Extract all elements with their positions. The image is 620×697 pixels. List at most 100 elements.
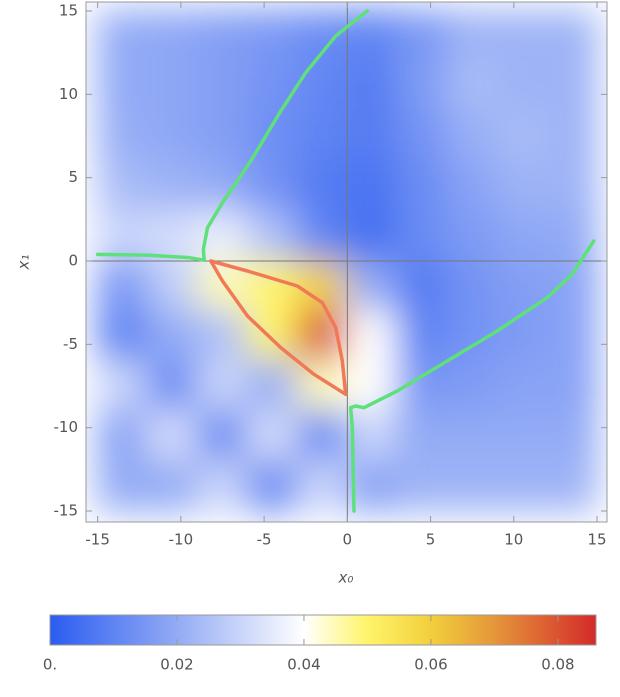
x-tick-label: -10 <box>169 531 194 549</box>
heat-cell <box>546 360 599 412</box>
heat-cell <box>296 460 349 512</box>
heat-cell <box>396 110 449 162</box>
heat-cell <box>446 410 499 462</box>
curve <box>201 9 370 262</box>
heat-cell <box>346 160 399 212</box>
heat-cell <box>546 310 599 362</box>
colorbar <box>49 614 597 646</box>
plot-frame <box>85 1 608 523</box>
y-tick-label: -10 <box>54 418 79 436</box>
y-tick-label: -15 <box>54 502 79 520</box>
heat-cell <box>396 460 449 512</box>
colorbar-tick-label: 0.02 <box>160 656 193 674</box>
colorbar-tick-label: 0. <box>43 656 57 674</box>
colorbar-tick-label: 0.04 <box>287 656 320 674</box>
y-axis-label: x₁ <box>15 255 33 271</box>
heat-cell <box>496 410 549 462</box>
heat-cell <box>246 460 299 512</box>
heat-cell <box>146 310 199 362</box>
heat-cell <box>96 60 149 112</box>
heat-cell <box>396 160 449 212</box>
x-tick-label: -15 <box>85 531 110 549</box>
heat-cell <box>96 310 149 362</box>
x-tick-label: 5 <box>426 531 436 549</box>
heat-cell <box>396 410 449 462</box>
heat-cell <box>346 310 399 362</box>
heat-cell <box>96 10 149 62</box>
heat-cell <box>496 160 549 212</box>
colorbar-tick-label: 0.06 <box>414 656 447 674</box>
heat-cell <box>496 360 549 412</box>
heat-cell <box>346 110 399 162</box>
heat-cell <box>396 10 449 62</box>
heat-cell <box>446 460 499 512</box>
heatmap <box>96 10 599 512</box>
heat-cell <box>296 210 349 262</box>
heat-cell <box>196 410 249 462</box>
heat-cell <box>396 210 449 262</box>
heat-cell <box>496 10 549 62</box>
y-tick-label: 0 <box>68 252 78 270</box>
heat-cell <box>196 360 249 412</box>
colorbar-tick-label: 0.08 <box>541 656 574 674</box>
heat-cell <box>246 410 299 462</box>
heat-cell <box>146 60 199 112</box>
heat-cell <box>296 410 349 462</box>
x-tick-label: 10 <box>504 531 523 549</box>
heat-cell <box>446 210 499 262</box>
heat-cell <box>496 210 549 262</box>
heat-cell <box>546 210 599 262</box>
heat-cell <box>96 410 149 462</box>
heat-cell <box>346 210 399 262</box>
heat-cell <box>546 260 599 312</box>
heat-cell <box>196 310 249 362</box>
heat-cell <box>396 310 449 362</box>
heat-cell <box>546 160 599 212</box>
heat-cell <box>446 160 499 212</box>
heat-cell <box>546 460 599 512</box>
heat-cell <box>146 460 199 512</box>
heat-cell <box>396 60 449 112</box>
heat-cell <box>496 110 549 162</box>
heat-cell <box>546 60 599 112</box>
curve <box>95 252 206 262</box>
x-axis-label: x₀ <box>338 569 354 587</box>
heat-cell <box>446 60 499 112</box>
heat-cell <box>146 160 199 212</box>
x-tick-label: -5 <box>257 531 272 549</box>
heat-cell <box>446 360 499 412</box>
heat-cell <box>346 260 399 312</box>
heat-cell <box>246 160 299 212</box>
heat-cell <box>146 360 199 412</box>
heat-cell <box>346 410 399 462</box>
heat-cell <box>96 360 149 412</box>
heat-cell <box>146 210 199 262</box>
heat-cell <box>296 110 349 162</box>
heat-cell <box>96 110 149 162</box>
heat-cell <box>396 260 449 312</box>
heat-cell <box>246 60 299 112</box>
y-tick-label: 5 <box>68 168 78 186</box>
x-tick-label: 15 <box>587 531 606 549</box>
heat-cell <box>146 410 199 462</box>
y-tick-label: 10 <box>59 85 78 103</box>
heat-cell <box>246 210 299 262</box>
curve <box>209 259 348 397</box>
heat-cell <box>546 110 599 162</box>
heat-cell <box>496 310 549 362</box>
heat-cell <box>446 10 499 62</box>
heat-cell <box>96 460 149 512</box>
heat-cell <box>446 110 499 162</box>
heat-cell <box>146 110 199 162</box>
heat-cell <box>246 260 299 312</box>
heat-cell <box>546 410 599 462</box>
heat-cell <box>496 60 549 112</box>
heat-cell <box>196 10 249 62</box>
x-tick-label: 0 <box>343 531 353 549</box>
heat-cell <box>96 260 149 312</box>
heat-cell <box>496 460 549 512</box>
y-tick-label: 15 <box>59 2 78 20</box>
heat-cell <box>296 160 349 212</box>
heat-cell <box>146 260 199 312</box>
